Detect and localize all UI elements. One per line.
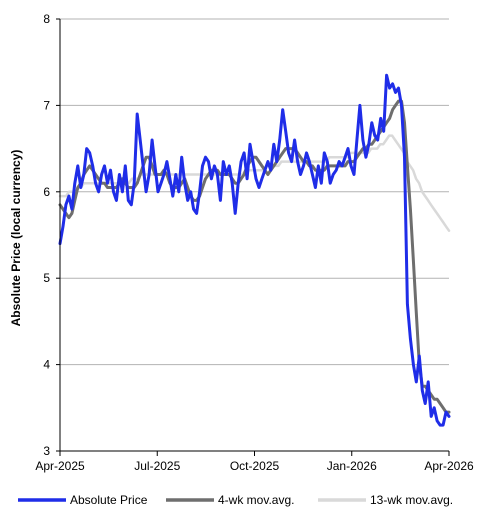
legend-label: 13-wk mov.avg. [370, 493, 453, 507]
legend-label: Absolute Price [70, 493, 148, 507]
x-tick-label: Apr-2026 [424, 459, 474, 473]
series-line-1 [58, 99, 451, 414]
y-tick-label: 7 [43, 98, 50, 112]
series-line-0 [58, 73, 451, 427]
x-tick-label: Jul-2025 [134, 459, 180, 473]
y-tick-label: 5 [43, 271, 50, 285]
legend: Absolute Price 4-wk mov.avg. 13-wk mov.avg… [18, 493, 453, 507]
x-tick-label: Oct-2025 [230, 459, 280, 473]
series-lines [58, 73, 451, 427]
legend-label: 4-wk mov.avg. [218, 493, 294, 507]
y-tick-label: 6 [43, 185, 50, 199]
y-axis-label: Absolute Price (local currency) [9, 150, 23, 327]
x-tick-label: Apr-2025 [35, 459, 85, 473]
axes [56, 18, 450, 456]
y-tick-label: 8 [43, 12, 50, 26]
y-tick-labels: 3 4 5 6 7 8 [43, 12, 50, 458]
x-tick-label: Jan-2026 [327, 459, 377, 473]
x-tick-labels: Apr-2025 Jul-2025 Oct-2025 Jan-2026 Apr-2026 [35, 459, 474, 473]
y-tick-label: 3 [43, 444, 50, 458]
y-tick-label: 4 [43, 358, 50, 372]
